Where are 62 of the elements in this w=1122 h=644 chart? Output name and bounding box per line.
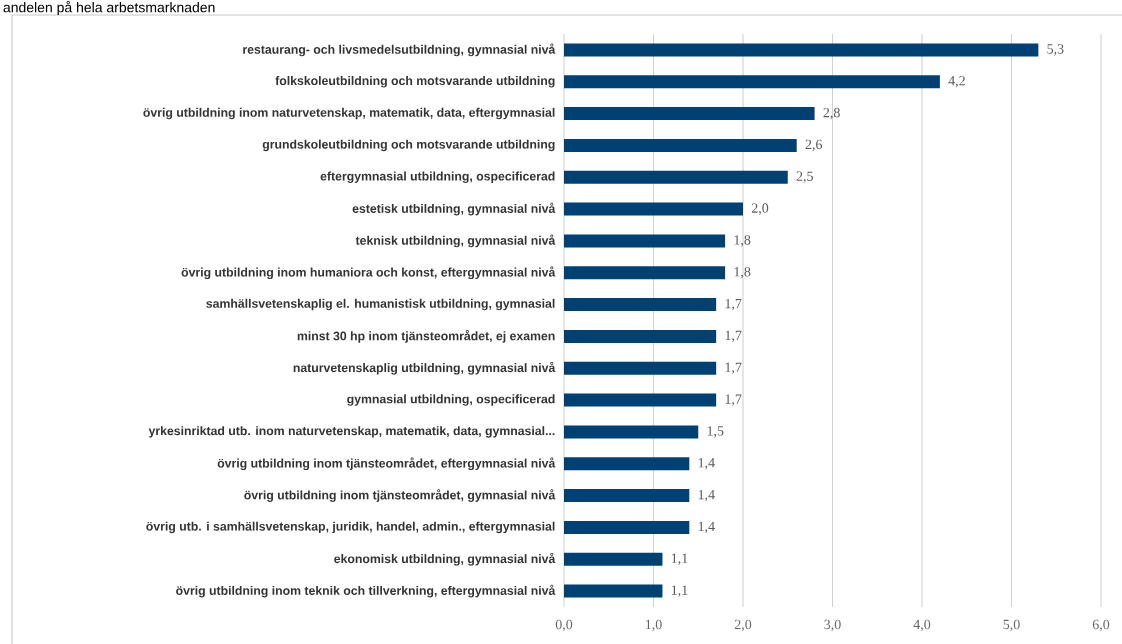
data-label: 1,1 (671, 553, 688, 565)
bar (564, 425, 699, 439)
text: andelen på hela arbetsmarknaden (3, 0, 215, 16)
x-tick-label: 2,0 (734, 619, 752, 632)
y-tick-label: grundskoleutbildning och motsvarande utbildning (262, 139, 555, 152)
y-tick-label: gymnasial utbildning, ospecificerad (347, 394, 555, 406)
data-label: 1,8 (734, 235, 751, 247)
y-tick-label: naturvetenskaplig utbildning, gymnasial nivå (293, 361, 556, 375)
y-tick-label: övrig utbildning inom tjänsteområdet, eftergymnasial nivå (217, 457, 556, 471)
bar (564, 520, 690, 534)
bar (564, 457, 690, 471)
y-tick-label: övrig utb. i samhällsvetenskap, juridik, handel, admin., eftergymnasial (146, 521, 555, 534)
data-label: 2,8 (823, 107, 840, 120)
bar (564, 234, 726, 248)
y-tick-label: övrig utbildning inom teknik och tillverkning, eftergymnasial nivå (176, 584, 556, 598)
data-label: 1,7 (725, 298, 742, 311)
data-label: 2,0 (751, 203, 769, 215)
y-tick-label: teknisk utbildning, gymnasial nivå (355, 234, 556, 248)
bar (564, 393, 717, 407)
data-label: 1,8 (734, 267, 751, 279)
bar (564, 329, 717, 343)
x-tick-label: 4,0 (913, 619, 931, 632)
data-label: 4,2 (948, 76, 965, 88)
bar (564, 298, 717, 312)
x-tick-label: 0,0 (555, 619, 573, 632)
bar (564, 202, 743, 216)
y-tick-label: övrig utbildning inom naturvetenskap, matematik, data, eftergymnasial (143, 107, 555, 120)
y-tick-label: övrig utbildning inom humaniora och konst, eftergymnasial nivå (181, 266, 556, 280)
y-tick-label: ekonomisk utbildning, gymnasial nivå (334, 552, 556, 566)
data-label: 1,4 (698, 521, 715, 534)
data-label: 2,6 (805, 139, 823, 152)
data-label: 1,7 (725, 394, 742, 406)
x-tick-label: 6,0 (1092, 619, 1110, 632)
y-tick-label: samhällsvetenskaplig el. humanistisk utbildning, gymnasial (206, 298, 555, 311)
y-tick-label: minst 30 hp inom tjänsteområdet, ej examen (297, 330, 555, 343)
data-label: 5,3 (1047, 44, 1064, 56)
y-tick-label: estetisk utbildning, gymnasial nivå (352, 202, 556, 216)
data-label: 1,4 (698, 489, 715, 502)
data-label: 1,5 (707, 426, 724, 438)
data-label: 1,4 (698, 458, 715, 470)
bar (564, 107, 815, 121)
data-label: 2,5 (796, 171, 813, 183)
bar (564, 489, 690, 503)
bar (564, 552, 663, 566)
bar (564, 170, 788, 184)
x-tick-label: 5,0 (1003, 619, 1020, 632)
bar (564, 75, 940, 89)
data-label: 1,7 (725, 362, 742, 374)
y-tick-label: yrkesinriktad utb. inom naturvetenskap, matematik, data, gymnasial... (148, 426, 555, 438)
data-label: 1,7 (725, 330, 742, 343)
x-tick-label: 1,0 (645, 619, 662, 632)
bar (564, 584, 663, 598)
data-label: 1,1 (671, 585, 688, 597)
x-tick-label: 3,0 (824, 619, 841, 632)
y-tick-label: eftergymnasial utbildning, ospecificerad (320, 171, 555, 183)
y-tick-label: övrig utbildning inom tjänsteområdet, gymnasial nivå (244, 489, 556, 502)
y-tick-label: folkskoleutbildning och motsvarande utbildning (275, 76, 555, 88)
bar (564, 266, 726, 280)
y-tick-label: restaurang- och livsmedelsutbildning, gymnasial nivå (243, 43, 556, 57)
bar (564, 138, 797, 152)
bar (564, 43, 1039, 57)
bar (564, 361, 717, 375)
